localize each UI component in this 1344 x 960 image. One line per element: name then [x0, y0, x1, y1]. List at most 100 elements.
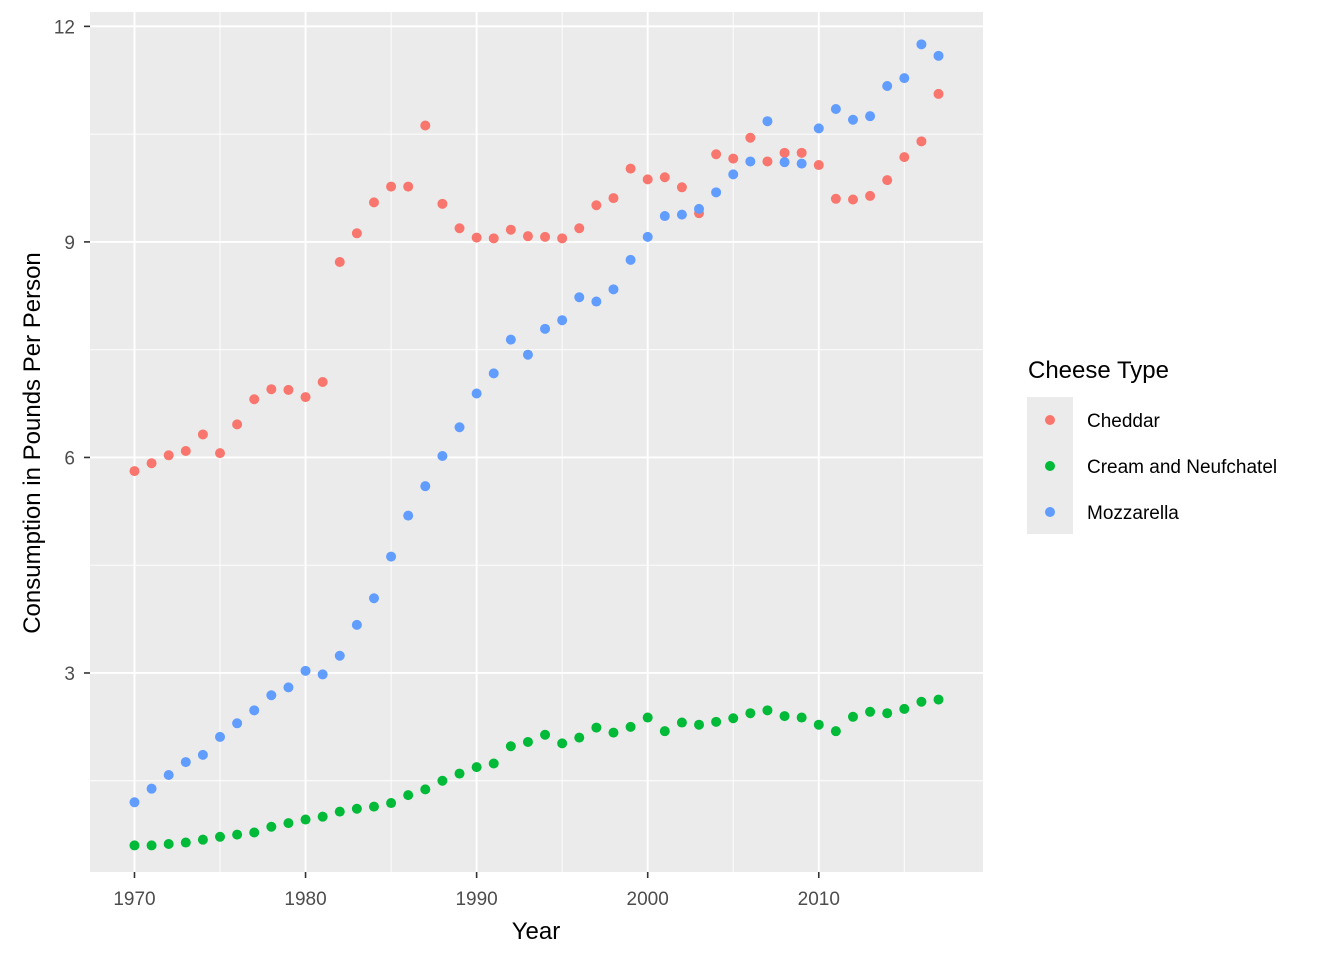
- data-point-cream-and-neufchatel: [249, 827, 260, 838]
- data-point-cheddar: [215, 448, 226, 459]
- data-point-cream-and-neufchatel: [916, 696, 927, 707]
- data-point-mozzarella: [847, 114, 858, 125]
- data-point-cream-and-neufchatel: [540, 729, 551, 740]
- data-point-cream-and-neufchatel: [745, 708, 756, 719]
- data-point-cheddar: [574, 223, 585, 234]
- legend-label-mozzarella: Mozzarella: [1087, 503, 1179, 524]
- y-axis-title: Consumption in Pounds Per Person: [19, 252, 46, 634]
- data-point-cream-and-neufchatel: [728, 713, 739, 724]
- data-point-cheddar: [488, 233, 499, 244]
- y-tick-label: 12: [54, 17, 75, 38]
- legend-label-cheddar: Cheddar: [1087, 411, 1161, 432]
- data-point-cheddar: [933, 88, 944, 99]
- legend-key-cream-and-neufchatel: [1045, 461, 1055, 471]
- data-point-cream-and-neufchatel: [865, 706, 876, 717]
- legend-key-cheddar: [1045, 415, 1055, 425]
- data-point-cream-and-neufchatel: [591, 722, 602, 733]
- data-point-cheddar: [522, 231, 533, 242]
- data-point-mozzarella: [232, 718, 243, 729]
- data-point-mozzarella: [711, 187, 722, 198]
- data-point-cream-and-neufchatel: [197, 834, 208, 845]
- data-point-cream-and-neufchatel: [454, 768, 465, 779]
- data-point-cheddar: [882, 175, 893, 186]
- data-point-cream-and-neufchatel: [300, 814, 311, 825]
- legend-title: Cheese Type: [1028, 357, 1169, 384]
- data-point-cheddar: [163, 450, 174, 461]
- data-point-cream-and-neufchatel: [334, 806, 345, 817]
- x-axis-ticks: 1970 1980 1990 2000 2010: [113, 872, 840, 910]
- data-point-mozzarella: [197, 749, 208, 760]
- data-point-cream-and-neufchatel: [625, 721, 636, 732]
- data-point-cream-and-neufchatel: [882, 708, 893, 719]
- data-point-cheddar: [317, 377, 328, 388]
- data-point-mozzarella: [728, 169, 739, 180]
- data-point-cream-and-neufchatel: [386, 798, 397, 809]
- data-point-mozzarella: [505, 334, 516, 345]
- data-point-cheddar: [351, 228, 362, 239]
- data-point-mozzarella: [129, 797, 140, 808]
- data-point-cheddar: [745, 132, 756, 143]
- legend-items: Cheddar Cream and Neufchatel Mozzarella: [1045, 411, 1277, 524]
- data-point-cream-and-neufchatel: [779, 711, 790, 722]
- data-point-cream-and-neufchatel: [694, 719, 705, 730]
- x-tick-label: 2010: [798, 889, 840, 910]
- data-point-cheddar: [642, 174, 653, 185]
- data-point-cheddar: [591, 200, 602, 211]
- data-point-mozzarella: [591, 296, 602, 307]
- y-tick-label: 3: [64, 664, 75, 685]
- data-point-cream-and-neufchatel: [899, 703, 910, 714]
- legend: Cheese Type Cheddar Cream and Neufchatel M…: [1027, 357, 1277, 534]
- data-point-mozzarella: [557, 315, 568, 326]
- data-point-cream-and-neufchatel: [180, 837, 191, 848]
- data-point-cheddar: [454, 223, 465, 234]
- data-point-mozzarella: [625, 254, 636, 265]
- x-tick-label: 2000: [627, 889, 669, 910]
- data-point-cream-and-neufchatel: [505, 741, 516, 752]
- data-point-mozzarella: [249, 705, 260, 716]
- data-point-cream-and-neufchatel: [659, 726, 670, 737]
- data-point-cheddar: [471, 232, 482, 243]
- data-point-mozzarella: [762, 116, 773, 127]
- data-point-mozzarella: [830, 103, 841, 114]
- data-point-cream-and-neufchatel: [403, 790, 414, 801]
- data-point-cheddar: [334, 257, 345, 268]
- x-tick-label: 1980: [284, 889, 326, 910]
- data-point-cream-and-neufchatel: [317, 811, 328, 822]
- data-point-cheddar: [796, 147, 807, 158]
- data-point-mozzarella: [386, 551, 397, 562]
- data-point-cream-and-neufchatel: [762, 705, 773, 716]
- x-tick-label: 1970: [113, 889, 155, 910]
- data-point-cheddar: [420, 120, 431, 131]
- data-points: [129, 39, 944, 851]
- x-axis-title: Year: [512, 918, 561, 945]
- major-gridlines: [90, 12, 983, 872]
- data-point-mozzarella: [300, 665, 311, 676]
- data-point-cheddar: [608, 193, 619, 204]
- data-point-cheddar: [197, 429, 208, 440]
- data-point-cream-and-neufchatel: [608, 727, 619, 738]
- data-point-cheddar: [779, 147, 790, 158]
- data-point-mozzarella: [659, 211, 670, 222]
- data-point-cheddar: [368, 197, 379, 208]
- data-point-cheddar: [762, 156, 773, 167]
- legend-key-mozzarella: [1045, 507, 1055, 517]
- data-point-mozzarella: [437, 451, 448, 462]
- data-point-cream-and-neufchatel: [232, 829, 243, 840]
- data-point-cheddar: [676, 182, 687, 193]
- data-point-cheddar: [180, 445, 191, 456]
- data-point-cream-and-neufchatel: [368, 801, 379, 812]
- data-point-cheddar: [266, 384, 277, 395]
- data-point-cheddar: [232, 419, 243, 430]
- data-point-cheddar: [249, 394, 260, 405]
- data-point-cream-and-neufchatel: [129, 840, 140, 851]
- data-point-mozzarella: [694, 203, 705, 214]
- data-point-cheddar: [711, 149, 722, 160]
- data-point-cheddar: [625, 163, 636, 174]
- data-point-mozzarella: [146, 783, 157, 794]
- data-point-mozzarella: [779, 157, 790, 168]
- data-point-cream-and-neufchatel: [420, 784, 431, 795]
- data-point-cream-and-neufchatel: [437, 775, 448, 786]
- data-point-cream-and-neufchatel: [847, 711, 858, 722]
- data-point-cream-and-neufchatel: [522, 736, 533, 747]
- data-point-mozzarella: [882, 81, 893, 92]
